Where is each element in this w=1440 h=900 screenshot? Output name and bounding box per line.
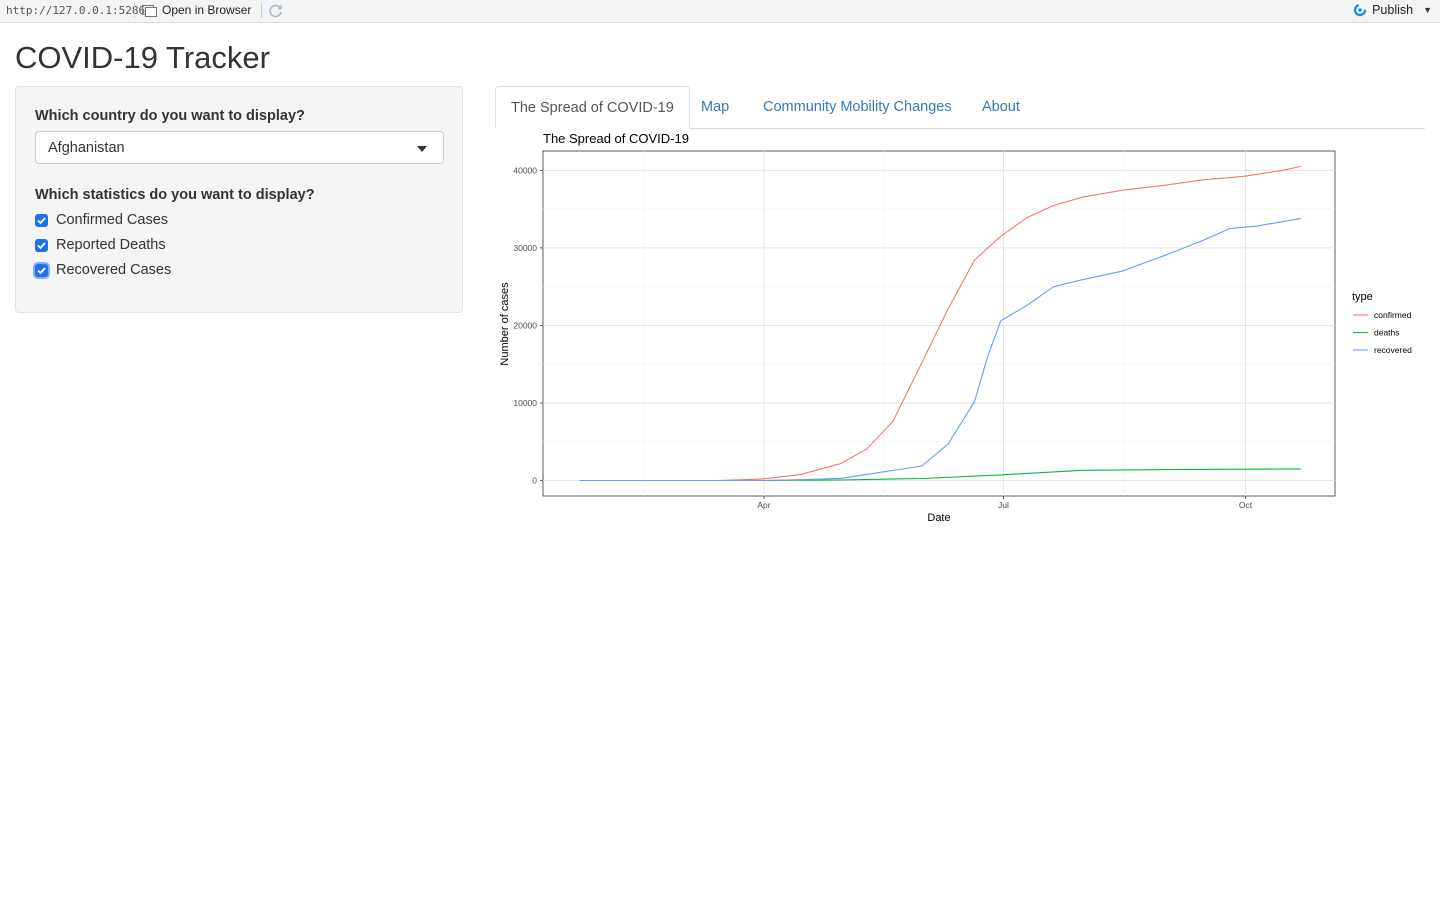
checkbox-recovered-cases[interactable]: Recovered Cases (35, 262, 171, 278)
tab-spread-of-covid[interactable]: The Spread of COVID-19 (495, 86, 690, 129)
y-tick-label: 30000 (513, 243, 537, 253)
series-line-recovered (579, 217, 1301, 482)
y-tick-label: 40000 (513, 165, 537, 175)
sidebar-panel: Which country do you want to display? Af… (15, 86, 463, 313)
country-select-label: Which country do you want to display? (35, 108, 305, 124)
y-tick-label: 10000 (513, 398, 537, 408)
checkbox-label: Confirmed Cases (56, 212, 169, 228)
y-tick-label: 0 (532, 475, 537, 485)
series-lines (579, 165, 1301, 482)
series-line-confirmed (579, 165, 1301, 482)
publish-icon (1353, 3, 1367, 17)
checkbox-checked-icon[interactable] (35, 263, 48, 277)
caret-down-icon (417, 146, 427, 152)
x-axis: Apr Jul Oct (757, 496, 1253, 510)
open-in-browser-button[interactable]: Open in Browser (142, 3, 251, 17)
checkbox-label: Recovered Cases (56, 262, 172, 278)
minor-grid (543, 151, 1335, 496)
x-tick-label: Apr (757, 500, 770, 510)
tab-about[interactable]: About (982, 99, 1020, 115)
country-select[interactable]: Afghanistan (35, 131, 444, 164)
checkbox-checked-icon[interactable] (35, 213, 48, 227)
url-text: http://127.0.0.1:5286 (6, 4, 146, 17)
publish-button[interactable]: Publish ▼ (1352, 3, 1432, 17)
checkbox-reported-deaths[interactable]: Reported Deaths (35, 237, 166, 253)
y-axis-label: Number of cases (499, 282, 511, 366)
chart-legend: type confirmed deaths recovered (1352, 291, 1412, 355)
page-title: COVID-19 Tracker (15, 40, 270, 75)
checkbox-checked-icon[interactable] (35, 238, 48, 252)
stats-label: Which statistics do you want to display? (35, 187, 315, 203)
refresh-icon[interactable] (268, 3, 284, 19)
tab-community-mobility[interactable]: Community Mobility Changes (763, 99, 952, 115)
legend-label-confirmed: confirmed (1374, 310, 1412, 320)
checkbox-confirmed-cases[interactable]: Confirmed Cases (35, 212, 168, 228)
x-axis-label: Date (927, 512, 950, 524)
legend-label-deaths: deaths (1374, 328, 1400, 338)
open-in-browser-label: Open in Browser (162, 3, 252, 17)
chevron-down-icon[interactable]: ▼ (1423, 5, 1432, 15)
publish-label: Publish (1372, 3, 1414, 17)
checkbox-label: Reported Deaths (56, 237, 166, 253)
x-tick-label: Jul (998, 500, 1009, 510)
x-tick-label: Oct (1239, 500, 1253, 510)
country-select-value: Afghanistan (48, 140, 125, 156)
browser-window-icon (142, 4, 157, 17)
covid-spread-chart: The Spread of COVID-19 0 10000 20000 30000 4… (499, 131, 1412, 524)
y-axis: 0 10000 20000 30000 40000 (513, 165, 543, 485)
toolbar-divider (261, 3, 262, 18)
legend-label-recovered: recovered (1374, 345, 1412, 355)
toolbar-divider (134, 3, 135, 18)
legend-title: type (1352, 291, 1373, 303)
chart-title: The Spread of COVID-19 (543, 131, 689, 146)
tab-bar: The Spread of COVID-19 Map Community Mob… (495, 86, 1425, 129)
y-tick-label: 20000 (513, 320, 537, 330)
plot-panel (542, 150, 1336, 497)
viewer-toolbar: http://127.0.0.1:5286 Open in Browser Pu… (0, 0, 1440, 23)
tab-map[interactable]: Map (701, 99, 730, 115)
